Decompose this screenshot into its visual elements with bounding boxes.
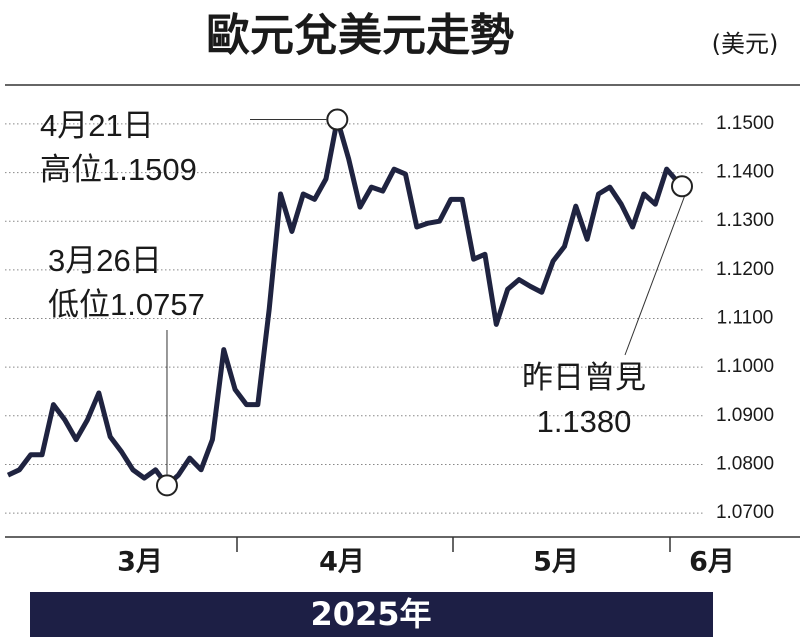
y-tick-label: 1.1400	[716, 162, 774, 183]
price-line	[6, 117, 680, 488]
low-marker	[155, 474, 178, 497]
leader-line	[624, 192, 687, 356]
annotation: 高位1.1509	[40, 152, 197, 187]
annotation: 1.1380	[537, 404, 632, 439]
unit-label: (美元)	[712, 30, 779, 58]
last-marker	[671, 175, 693, 198]
y-tick-label: 1.0700	[716, 502, 774, 523]
x-month-label: 5月	[533, 547, 579, 578]
high-marker	[326, 108, 349, 131]
annotation: 昨日曾見	[522, 360, 646, 395]
x-month-label: 6月	[689, 547, 735, 578]
x-month-label: 4月	[319, 547, 365, 578]
x-month-label: 3月	[117, 547, 163, 578]
chart-title: 歐元兌美元走勢	[206, 10, 514, 61]
annotation: 低位1.0757	[48, 287, 205, 322]
y-tick-label: 1.0800	[716, 453, 774, 474]
y-tick-label: 1.0900	[716, 405, 774, 426]
y-tick-label: 1.1200	[716, 259, 774, 280]
y-tick-label: 1.1500	[716, 113, 774, 134]
annotation: 3月26日	[48, 243, 162, 278]
y-tick-label: 1.1100	[717, 308, 774, 329]
y-tick-label: 1.1000	[716, 356, 774, 377]
footer-year: 2025年	[310, 595, 431, 633]
annotation: 4月21日	[40, 108, 154, 143]
y-tick-label: 1.1300	[716, 210, 774, 231]
footer-bar	[30, 592, 713, 637]
